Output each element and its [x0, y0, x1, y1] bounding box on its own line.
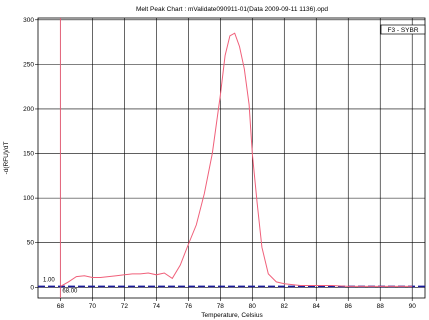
tick-labels: 68 70 72 74 76 78 80 82 84 86 88 90 0 50 100 150 200 250 3… [23, 17, 416, 310]
x-tick-label: 82 [281, 303, 289, 310]
series-layer [38, 18, 425, 298]
x-axis-label: Temperature, Celsius [201, 312, 263, 319]
y-tick-label: 150 [23, 151, 34, 158]
x-tick-label: 70 [89, 303, 97, 310]
x-tick-label: 78 [217, 303, 225, 310]
plot-frame [37, 17, 426, 299]
y-tick-label: 50 [27, 240, 35, 247]
x-tick-label: 68 [57, 303, 65, 310]
x-tick-label: 88 [377, 303, 385, 310]
legend-entry: F3 - SYBR [387, 27, 418, 34]
x-tick-label: 72 [121, 303, 129, 310]
y-tick-label: 300 [23, 17, 34, 24]
y-tick-label: 0 [30, 284, 34, 291]
x-tick-label: 90 [409, 303, 417, 310]
legend-box [380, 24, 426, 35]
y-tick-label: 200 [23, 106, 34, 113]
series-line [60, 32, 413, 287]
x-tick-label: 84 [313, 303, 321, 310]
x-tick-label: 76 [185, 303, 193, 310]
y-tick-label: 250 [23, 61, 34, 68]
threshold-label: 1.00 [43, 277, 55, 283]
x-tick-label: 74 [153, 303, 161, 310]
marker-label: 68.00 [62, 288, 78, 294]
chart-title: Melt Peak Chart : mValidate090911-01(Dat… [136, 6, 328, 13]
x-tick-label: 86 [345, 303, 353, 310]
x-tick-label: 80 [249, 303, 257, 310]
y-tick-label: 100 [23, 195, 34, 202]
legend[interactable]: F3 - SYBR [380, 24, 426, 35]
y-axis-label: -d(RFU)/dT [3, 142, 10, 175]
